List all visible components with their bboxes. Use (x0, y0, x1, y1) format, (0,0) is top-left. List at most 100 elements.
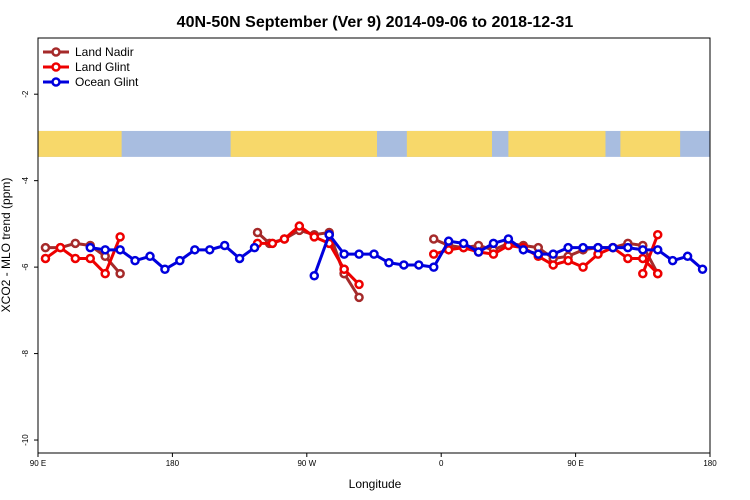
data-point-land-glint (55, 242, 66, 253)
y-axis: -2 -4 -6 -8 -10 (21, 90, 38, 446)
legend-label-ocean-glint: Ocean Glint (75, 75, 139, 89)
world-map-band (38, 130, 710, 157)
x-axis: 90 E 180 90 W 0 90 E 180 (30, 453, 717, 468)
data-point-land-glint (578, 262, 588, 272)
data-point-ocean-glint (190, 245, 200, 255)
legend-item-land-nadir: Land Nadir (43, 45, 134, 59)
series-layer (40, 221, 708, 303)
data-point-ocean-glint (85, 242, 96, 253)
data-point-land-glint (100, 268, 110, 279)
chart-title: 40N-50N September (Ver 9) 2014-09-06 to … (177, 14, 574, 31)
data-point-land-nadir (40, 242, 51, 253)
legend-item-land-glint: Land Glint (43, 60, 130, 74)
legend-marker-ocean-glint (51, 77, 61, 87)
data-point-land-glint (623, 253, 633, 264)
data-point-ocean-glint (623, 242, 633, 253)
x-tick-label: 180 (166, 459, 180, 468)
data-point-ocean-glint (443, 236, 454, 246)
data-point-ocean-glint (652, 245, 663, 255)
data-point-land-glint (638, 268, 648, 279)
data-point-ocean-glint (115, 245, 125, 255)
y-tick-label: -10 (21, 434, 30, 446)
data-point-land-glint (548, 260, 558, 270)
map-land (38, 130, 122, 157)
series-land-glint (40, 221, 663, 290)
data-point-ocean-glint (503, 234, 514, 244)
data-point-ocean-glint (697, 264, 708, 275)
data-point-land-glint (85, 253, 96, 264)
data-point-ocean-glint (249, 242, 260, 253)
data-point-ocean-glint (578, 242, 588, 253)
legend-label-land-glint: Land Glint (75, 60, 130, 74)
y-tick-label: -4 (21, 177, 30, 185)
series-ocean-glint (85, 229, 708, 281)
data-point-ocean-glint (324, 229, 334, 240)
legend-item-ocean-glint: Ocean Glint (43, 75, 139, 89)
data-point-land-nadir (70, 238, 81, 249)
data-point-ocean-glint (563, 242, 573, 253)
data-point-land-glint (652, 268, 663, 279)
y-tick-label: -8 (21, 349, 30, 357)
data-point-land-glint (309, 232, 320, 242)
data-point-land-nadir (354, 292, 364, 303)
data-point-ocean-glint (399, 260, 409, 270)
x-axis-label: Longitude (349, 477, 402, 491)
y-tick-label: -6 (21, 263, 30, 271)
data-point-land-nadir (115, 268, 125, 279)
data-point-ocean-glint (667, 255, 678, 266)
data-point-ocean-glint (518, 245, 529, 255)
legend-label-land-nadir: Land Nadir (75, 45, 134, 59)
data-point-land-glint (115, 232, 125, 242)
data-point-ocean-glint (488, 238, 499, 249)
data-point-ocean-glint (638, 245, 648, 255)
data-point-ocean-glint (414, 260, 424, 270)
y-tick-label: -2 (21, 90, 30, 98)
data-point-land-glint (488, 249, 499, 259)
x-tick-label: 0 (439, 459, 444, 468)
legend: Land Nadir Land Glint Ocean Glint (43, 45, 139, 89)
plot-frame (37, 37, 711, 454)
data-point-land-glint (428, 249, 439, 259)
x-tick-label: 90 W (297, 459, 316, 468)
data-point-ocean-glint (384, 258, 394, 268)
data-point-ocean-glint (100, 245, 110, 255)
data-point-land-glint (70, 253, 81, 264)
data-point-ocean-glint (608, 242, 618, 253)
x-tick-label: 90 E (567, 459, 583, 468)
data-point-land-glint (354, 279, 364, 290)
data-point-ocean-glint (130, 255, 140, 266)
data-point-land-glint (638, 253, 648, 264)
data-point-ocean-glint (204, 245, 215, 255)
data-point-ocean-glint (145, 251, 155, 262)
series-line-ocean-glint (312, 234, 331, 277)
data-point-ocean-glint (309, 271, 320, 281)
legend-marker-land-nadir (51, 47, 61, 57)
data-point-land-glint (267, 238, 278, 249)
data-point-land-glint (652, 229, 663, 240)
data-point-ocean-glint (354, 249, 364, 259)
data-point-ocean-glint (473, 247, 484, 257)
data-point-land-nadir (252, 227, 263, 238)
data-point-ocean-glint (458, 238, 469, 249)
legend-marker-land-glint (51, 62, 61, 72)
y-axis-label: XCO2 - MLO trend (ppm) (0, 178, 13, 313)
x-tick-label: 180 (703, 459, 717, 468)
data-point-ocean-glint (548, 249, 558, 259)
series-line-land-glint (433, 244, 659, 275)
map-land (406, 130, 492, 157)
data-point-ocean-glint (533, 249, 544, 259)
data-point-ocean-glint (175, 255, 185, 266)
map-land (620, 130, 681, 157)
map-land (230, 130, 377, 157)
data-point-ocean-glint (339, 249, 349, 259)
series-line-land-glint (641, 234, 660, 275)
data-point-ocean-glint (219, 240, 230, 251)
data-point-land-glint (294, 221, 305, 231)
map-land (508, 130, 606, 157)
data-point-land-glint (279, 234, 290, 244)
data-point-ocean-glint (160, 264, 170, 275)
data-point-ocean-glint (682, 251, 693, 262)
data-point-ocean-glint (593, 242, 603, 253)
data-point-land-glint (40, 253, 51, 264)
